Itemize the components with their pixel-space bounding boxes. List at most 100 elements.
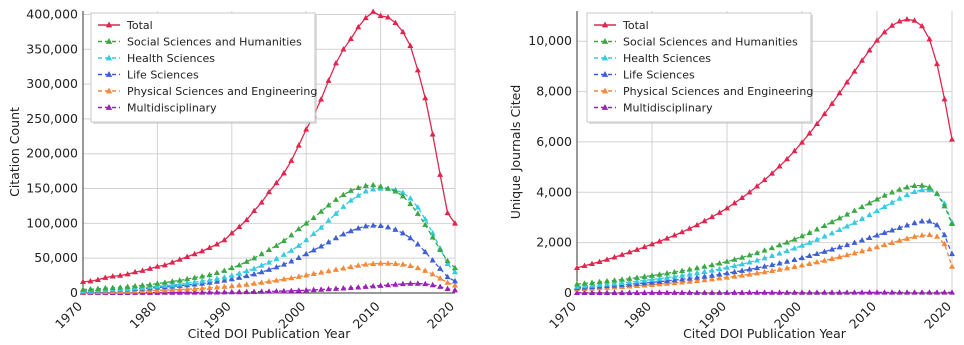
data-point-marker xyxy=(347,187,354,193)
data-point-marker xyxy=(221,267,228,273)
data-point-marker xyxy=(641,277,648,283)
data-point-marker xyxy=(814,258,820,265)
data-point-marker xyxy=(102,284,109,291)
data-point-marker xyxy=(340,285,347,291)
data-point-marker xyxy=(407,200,414,207)
data-point-marker xyxy=(836,289,843,295)
data-point-marker xyxy=(896,18,903,24)
data-point-marker xyxy=(310,286,317,293)
data-point-marker xyxy=(221,236,228,243)
data-point-marker xyxy=(399,28,406,35)
data-point-marker xyxy=(671,268,678,275)
data-point-marker xyxy=(191,285,198,292)
data-point-marker xyxy=(694,269,700,276)
data-point-marker xyxy=(399,261,406,267)
data-point-marker xyxy=(184,285,191,292)
data-point-marker xyxy=(117,284,124,290)
data-point-marker xyxy=(452,287,458,293)
data-point-marker xyxy=(236,261,243,268)
data-point-marker xyxy=(596,258,603,264)
legend-marker xyxy=(105,104,113,110)
data-point-marker xyxy=(694,221,700,228)
data-point-marker xyxy=(851,68,858,74)
data-point-marker xyxy=(754,264,760,271)
data-point-marker xyxy=(332,196,339,202)
data-point-marker xyxy=(176,256,183,262)
data-point-marker xyxy=(213,241,220,247)
data-point-marker xyxy=(889,189,895,195)
data-point-marker xyxy=(355,192,362,198)
y-tick-label: 2,000 xyxy=(536,235,572,250)
data-point-marker xyxy=(199,289,206,295)
data-point-marker xyxy=(686,271,693,277)
data-point-marker xyxy=(874,289,880,295)
data-point-marker xyxy=(385,185,392,191)
y-tick-label: 50,000 xyxy=(34,250,78,265)
data-point-marker xyxy=(739,254,745,260)
data-point-marker xyxy=(851,289,858,295)
data-point-marker xyxy=(926,36,933,42)
data-point-marker xyxy=(791,263,798,270)
x-tick-label: 2010 xyxy=(846,298,879,331)
data-point-marker xyxy=(407,42,414,49)
data-point-marker xyxy=(806,252,813,259)
data-point-marker xyxy=(806,130,813,136)
data-point-marker xyxy=(318,243,325,249)
data-point-marker xyxy=(347,35,354,42)
data-point-marker xyxy=(362,182,369,188)
data-point-marker xyxy=(452,264,458,271)
x-tick-label: 1980 xyxy=(126,298,159,331)
data-point-marker xyxy=(288,258,295,264)
data-point-marker xyxy=(911,233,918,239)
data-point-marker xyxy=(169,281,176,288)
legend-label: Total xyxy=(126,19,153,32)
data-point-marker xyxy=(941,240,948,247)
data-point-marker xyxy=(874,232,880,238)
data-point-marker xyxy=(370,186,377,192)
data-point-marker xyxy=(679,289,685,295)
data-point-marker xyxy=(679,267,685,274)
data-point-marker xyxy=(761,268,768,275)
data-point-marker xyxy=(243,267,250,274)
data-point-marker xyxy=(904,16,910,22)
data-point-marker xyxy=(821,222,828,228)
y-tick-label: 250,000 xyxy=(26,111,78,126)
y-tick-label: 0 xyxy=(564,285,572,300)
data-point-marker xyxy=(799,289,805,295)
data-point-marker xyxy=(370,181,377,188)
data-point-marker xyxy=(280,276,287,282)
data-point-marker xyxy=(686,266,693,272)
data-point-marker xyxy=(243,288,250,295)
data-point-marker xyxy=(206,244,213,250)
data-point-marker xyxy=(814,250,820,257)
data-point-marker xyxy=(280,170,287,176)
data-point-marker xyxy=(896,195,903,201)
data-point-marker xyxy=(949,220,955,226)
data-point-marker xyxy=(724,258,730,264)
data-point-marker xyxy=(266,188,272,195)
data-point-marker xyxy=(859,215,865,222)
data-point-marker xyxy=(332,266,339,272)
data-point-marker xyxy=(851,250,858,256)
data-point-marker xyxy=(161,279,168,285)
data-point-marker xyxy=(228,282,235,289)
data-point-marker xyxy=(919,186,925,192)
data-point-marker xyxy=(303,250,310,257)
data-point-marker xyxy=(739,194,745,201)
data-point-marker xyxy=(701,217,708,224)
y-axis-label: Citation Count xyxy=(7,107,22,197)
data-point-marker xyxy=(889,239,895,245)
data-point-marker xyxy=(754,183,760,189)
data-point-marker xyxy=(258,250,265,257)
data-point-marker xyxy=(362,222,369,229)
data-point-marker xyxy=(213,284,220,290)
data-point-marker xyxy=(754,289,760,295)
data-point-marker xyxy=(392,281,399,287)
data-point-marker xyxy=(340,265,347,271)
data-point-marker xyxy=(859,237,865,243)
data-point-marker xyxy=(399,193,406,199)
y-tick-label: 6,000 xyxy=(536,134,572,149)
legend-label: Physical Sciences and Engineering xyxy=(623,85,813,98)
data-point-marker xyxy=(407,195,414,201)
data-point-marker xyxy=(385,14,392,20)
